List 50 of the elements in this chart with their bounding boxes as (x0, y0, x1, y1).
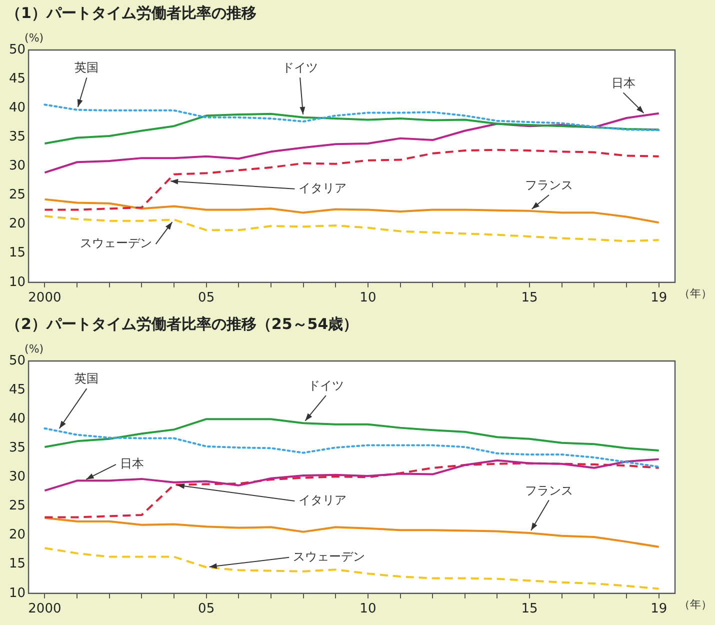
text: ドイツ (282, 60, 318, 75)
series-label: スウェーデン (293, 550, 366, 564)
x-tick-label: 05 (198, 290, 215, 306)
x-tick-label: 05 (198, 602, 215, 617)
y-axis-title: (%) (24, 31, 44, 44)
x-tick-label: 10 (360, 602, 376, 617)
text: 英国 (74, 372, 99, 386)
y-tick-label: 50 (8, 42, 26, 58)
y-tick-label: 25 (8, 188, 26, 203)
x-tick-label: 10 (360, 290, 376, 306)
y-tick-label: 20 (8, 528, 26, 543)
y-tick-label: 10 (8, 274, 26, 290)
y-axis-title: (%) (24, 342, 44, 356)
series-label: スウェーデン (80, 236, 152, 250)
line-series (44, 104, 660, 132)
y-tick-label: 50 (8, 353, 26, 368)
series-label: フランス (524, 178, 573, 192)
y-tick-label: 35 (8, 440, 26, 456)
y-tick-label: 20 (8, 216, 26, 232)
series-label: イタリア (298, 180, 347, 195)
x-axis-title: （年） (679, 598, 712, 611)
line-series (44, 427, 660, 468)
y-tick-label: 35 (8, 130, 26, 145)
y-tick-label: 10 (8, 586, 26, 601)
x-axis-title: （年） (679, 286, 712, 300)
x-tick-label: 15 (521, 602, 538, 617)
series-label: 日本 (120, 456, 144, 471)
y-tick-label: 15 (8, 246, 26, 261)
x-tick-label: 15 (521, 290, 538, 306)
y-tick-label: 25 (8, 498, 26, 514)
y-tick-label: 40 (8, 411, 26, 426)
text: ドイツ (308, 378, 344, 393)
y-tick-label: 40 (8, 100, 26, 116)
y-tick-label: 45 (8, 71, 26, 86)
x-tick-label: 19 (650, 602, 668, 617)
line-series (44, 148, 660, 211)
y-tick-label: 30 (8, 158, 26, 174)
chart-title: （1）パートタイム労働者比率の推移 (5, 3, 258, 24)
line-series (44, 547, 660, 590)
text: フランス (524, 483, 573, 498)
y-tick-label: 30 (8, 470, 26, 485)
chart-title: （2）パートタイム労働者比率の推移（25～54歳） (5, 314, 360, 335)
text: 日本 (611, 76, 636, 90)
y-tick-label: 45 (8, 382, 26, 398)
series-label: イタリア (298, 493, 347, 508)
text: 英国 (74, 60, 99, 75)
x-tick-label: 2000 (28, 290, 62, 306)
x-tick-label: 2000 (28, 602, 62, 617)
x-tick-label: 19 (650, 290, 668, 306)
y-tick-label: 15 (8, 556, 26, 572)
